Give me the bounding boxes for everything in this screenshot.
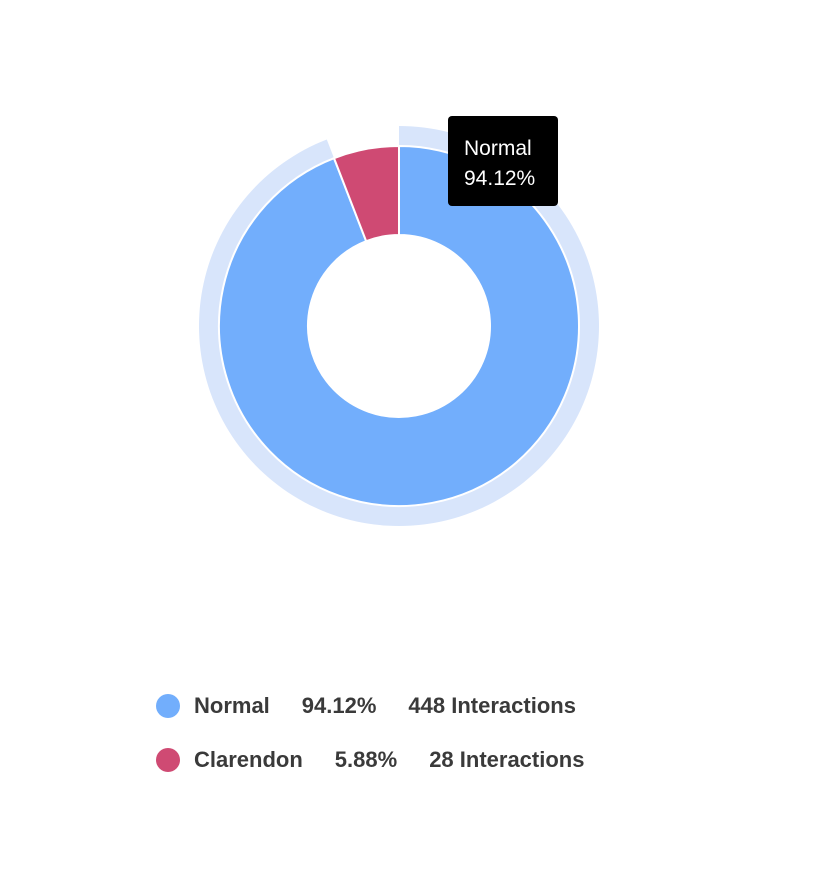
- chart-legend: Normal 94.12% 448 Interactions Clarendon…: [156, 688, 584, 796]
- legend-item-normal[interactable]: Normal 94.12% 448 Interactions: [156, 688, 584, 724]
- legend-swatch-clarendon: [156, 748, 180, 772]
- legend-count-normal: 448 Interactions: [408, 693, 576, 718]
- slice-normal[interactable]: [218, 144, 580, 507]
- legend-percent-normal: 94.12%: [301, 693, 377, 718]
- slice-clarendon[interactable]: [332, 144, 400, 243]
- legend-count-clarendon: 28 Interactions: [429, 747, 585, 772]
- tooltip-value: 94.12%: [464, 167, 536, 190]
- tooltip-label: Normal: [464, 137, 532, 160]
- legend-label-clarendon: Clarendon: [194, 747, 303, 772]
- legend-percent-clarendon: 5.88%: [334, 747, 398, 772]
- chart-tooltip: Normal 94.12%: [448, 116, 558, 206]
- legend-label-normal: Normal: [194, 693, 270, 718]
- legend-item-clarendon[interactable]: Clarendon 5.88% 28 Interactions: [156, 742, 584, 778]
- legend-swatch-normal: [156, 694, 180, 718]
